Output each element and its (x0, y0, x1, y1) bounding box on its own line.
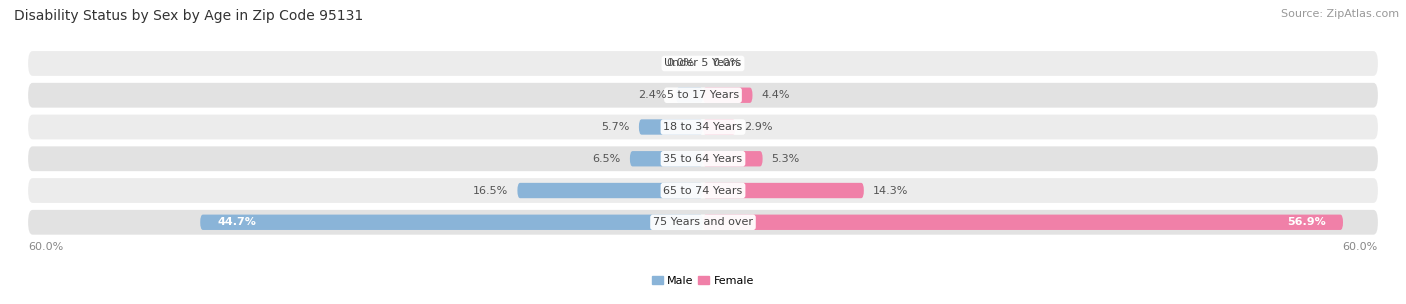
Text: 75 Years and over: 75 Years and over (652, 217, 754, 227)
FancyBboxPatch shape (28, 115, 1378, 140)
Text: 4.4%: 4.4% (762, 90, 790, 100)
FancyBboxPatch shape (703, 183, 863, 198)
Text: Disability Status by Sex by Age in Zip Code 95131: Disability Status by Sex by Age in Zip C… (14, 9, 363, 23)
Text: 44.7%: 44.7% (217, 217, 256, 227)
FancyBboxPatch shape (28, 210, 1378, 235)
FancyBboxPatch shape (703, 88, 752, 103)
FancyBboxPatch shape (200, 215, 703, 230)
Text: 35 to 64 Years: 35 to 64 Years (664, 154, 742, 164)
Text: 5.7%: 5.7% (602, 122, 630, 132)
Text: 2.9%: 2.9% (745, 122, 773, 132)
FancyBboxPatch shape (28, 146, 1378, 171)
FancyBboxPatch shape (28, 83, 1378, 108)
FancyBboxPatch shape (28, 51, 1378, 76)
Text: Under 5 Years: Under 5 Years (665, 58, 741, 68)
FancyBboxPatch shape (703, 215, 1343, 230)
Text: 14.3%: 14.3% (873, 185, 908, 195)
Text: 60.0%: 60.0% (1343, 242, 1378, 252)
FancyBboxPatch shape (703, 151, 762, 167)
Legend: Male, Female: Male, Female (647, 271, 759, 291)
Text: 2.4%: 2.4% (638, 90, 666, 100)
Text: 18 to 34 Years: 18 to 34 Years (664, 122, 742, 132)
Text: 0.0%: 0.0% (666, 58, 695, 68)
Text: 65 to 74 Years: 65 to 74 Years (664, 185, 742, 195)
FancyBboxPatch shape (638, 119, 703, 135)
FancyBboxPatch shape (517, 183, 703, 198)
Text: 5 to 17 Years: 5 to 17 Years (666, 90, 740, 100)
FancyBboxPatch shape (703, 119, 735, 135)
Text: 56.9%: 56.9% (1288, 217, 1326, 227)
Text: 5.3%: 5.3% (772, 154, 800, 164)
Text: 16.5%: 16.5% (474, 185, 509, 195)
Text: 60.0%: 60.0% (28, 242, 63, 252)
Text: 6.5%: 6.5% (593, 154, 621, 164)
FancyBboxPatch shape (676, 88, 703, 103)
FancyBboxPatch shape (28, 178, 1378, 203)
Text: Source: ZipAtlas.com: Source: ZipAtlas.com (1281, 9, 1399, 19)
FancyBboxPatch shape (630, 151, 703, 167)
Text: 0.0%: 0.0% (711, 58, 740, 68)
